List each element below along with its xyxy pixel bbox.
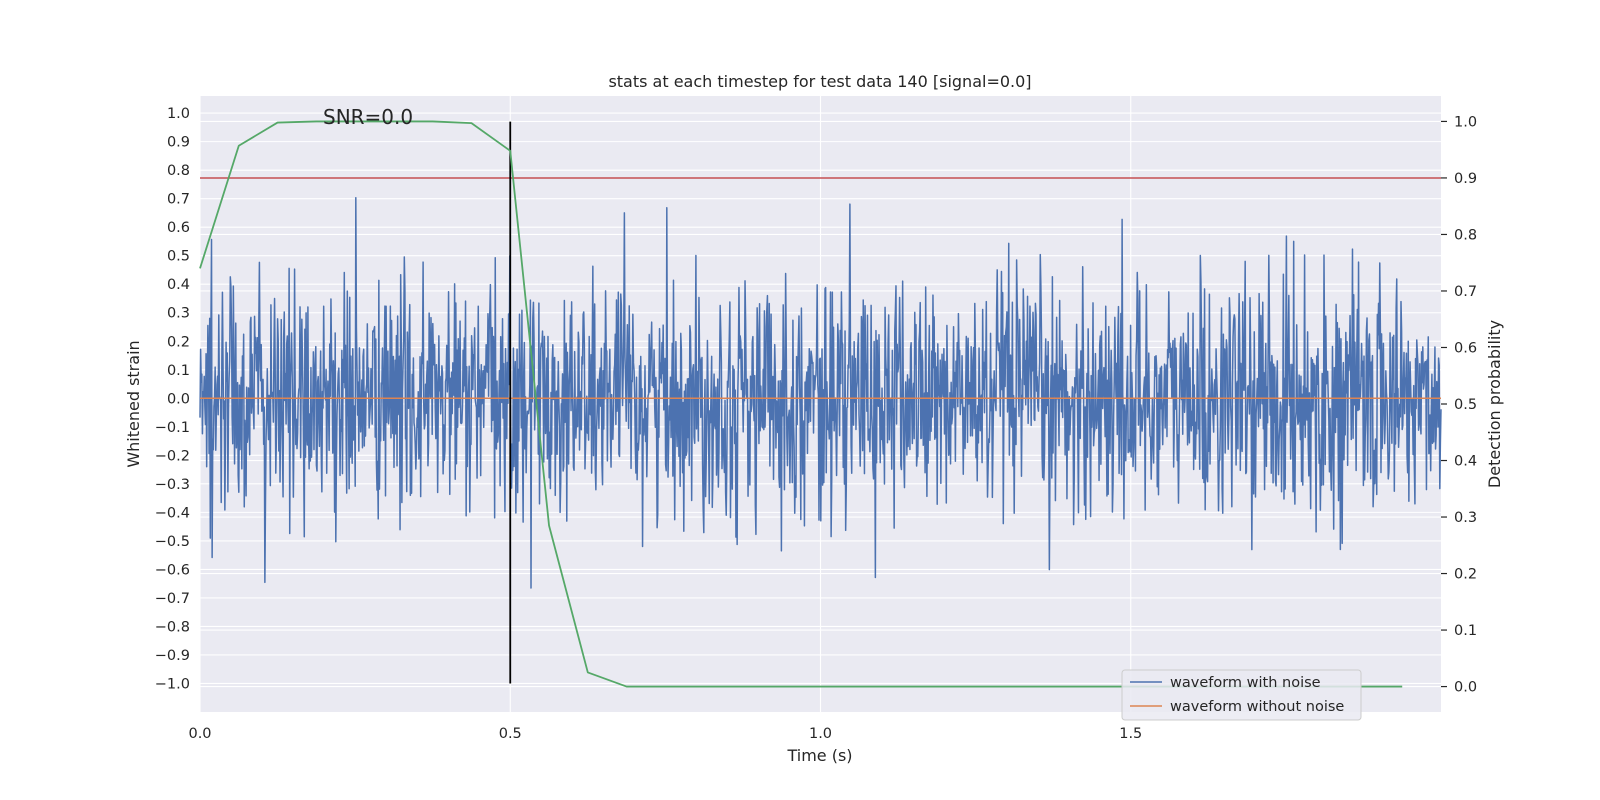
y-tick-label: 0.2 <box>167 334 190 350</box>
y-tick-label: 0.8 <box>167 163 190 179</box>
legend-label-noise: waveform with noise <box>1170 675 1321 691</box>
y-tick-label: 0.1 <box>167 363 190 379</box>
y-tick-label: −0.7 <box>155 591 190 607</box>
y2-tick-label: 0.6 <box>1454 340 1477 356</box>
x-axis-ticks: 0.0 0.5 1.0 1.5 <box>188 726 1142 742</box>
chart-title: stats at each timestep for test data 140… <box>608 72 1031 91</box>
y-tick-label: −0.5 <box>155 534 190 550</box>
y-tick-label: −0.8 <box>155 619 190 635</box>
y-tick-label: −0.4 <box>155 505 190 521</box>
legend-box <box>1121 669 1362 721</box>
x-tick-label: 1.5 <box>1119 726 1142 742</box>
y2-tick-label: 0.4 <box>1454 454 1477 470</box>
snr-annotation: SNR=0.0 <box>323 105 413 129</box>
x-tick-label: 0.0 <box>188 726 211 742</box>
y2-tick-label: 0.0 <box>1454 680 1477 696</box>
y-tick-label: −0.3 <box>155 477 190 493</box>
y-tick-label: 0.5 <box>167 249 190 265</box>
x-tick-label: 0.5 <box>499 726 522 742</box>
y-tick-label: 0.6 <box>167 220 190 236</box>
y-tick-label: −0.6 <box>155 562 190 578</box>
y-tick-label: 1.0 <box>167 106 190 122</box>
x-tick-label: 1.0 <box>809 726 832 742</box>
y-tick-label: −0.9 <box>155 648 190 664</box>
y2-tick-label: 1.0 <box>1454 114 1477 130</box>
y-tick-label: 0.7 <box>167 192 190 208</box>
y-tick-label: 0.0 <box>167 391 190 407</box>
y-tick-label: 0.3 <box>167 306 190 322</box>
y-tick-label: 0.4 <box>167 277 190 293</box>
y2-tick-label: 0.3 <box>1454 510 1477 526</box>
y2-tick-label: 0.5 <box>1454 397 1477 413</box>
legend-label-clean: waveform without noise <box>1170 699 1344 715</box>
y2-tick-label: 0.2 <box>1454 567 1477 583</box>
y2-axis-ticks: 1.0 0.9 0.8 0.7 0.6 0.5 0.4 0.3 0.2 0.1 0.0 <box>1441 114 1477 696</box>
y2-tick-label: 0.7 <box>1454 284 1477 300</box>
y-tick-label: −1.0 <box>155 676 190 692</box>
y2-tick-label: 0.1 <box>1454 623 1477 639</box>
x-axis-label: Time (s) <box>786 746 852 765</box>
y-axis-ticks: 1.0 0.9 0.8 0.7 0.6 0.5 0.4 0.3 0.2 0.1 0.0 −0.1 −0.… <box>155 106 190 692</box>
series-waveform-with-noise <box>199 197 1442 589</box>
y-axis-label: Whitened strain <box>124 340 143 467</box>
y-tick-label: −0.1 <box>155 420 190 436</box>
y2-tick-label: 0.9 <box>1454 171 1477 187</box>
y2-axis-label: Detection probability <box>1485 320 1504 488</box>
y-tick-label: −0.2 <box>155 448 190 464</box>
legend: waveform with noise waveform without noi… <box>1121 669 1362 721</box>
y-tick-label: 0.9 <box>167 135 190 151</box>
y2-tick-label: 0.8 <box>1454 227 1477 243</box>
